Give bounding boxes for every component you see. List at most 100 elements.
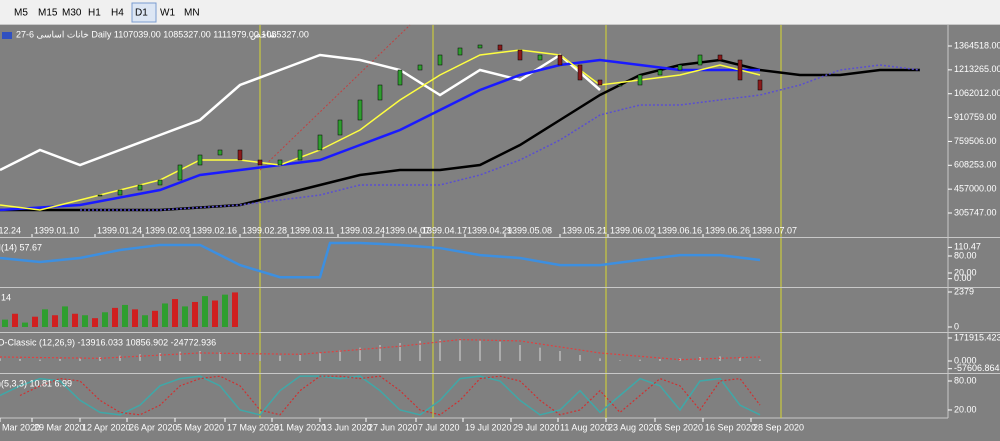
- candle: [678, 65, 682, 70]
- x-tick-label: 1399.06.16: [657, 225, 702, 235]
- candle: [658, 70, 662, 75]
- x-tick-label: 5 May 2020: [177, 422, 224, 432]
- volume-bar: [42, 309, 48, 327]
- x-tick-label: 19 Jul 2020: [465, 422, 512, 432]
- candle: [478, 45, 482, 48]
- x-tick-label: 29 Mar 2020: [34, 422, 85, 432]
- candle: [518, 50, 522, 60]
- candle: [138, 185, 142, 190]
- volume-bar: [202, 296, 208, 327]
- x-tick-label: 11 Aug 2020: [560, 422, 610, 432]
- candle: [358, 100, 362, 120]
- x-tick-label: 1399.04.29: [467, 225, 512, 235]
- timeframe-button[interactable]: H4: [111, 8, 124, 19]
- x-tick-label: 26 Apr 2020: [129, 422, 178, 432]
- volume-bar: [222, 295, 228, 327]
- candle: [538, 55, 542, 60]
- volume-bar: [12, 314, 18, 327]
- y-tick-label: 457000.00: [954, 184, 997, 194]
- x-tick-label: 23 Aug 2020: [608, 422, 659, 432]
- candle: [438, 55, 442, 65]
- symbol-flag: [2, 32, 12, 39]
- x-tick-label: 1399.02.16: [192, 225, 237, 235]
- volume-bar: [232, 292, 238, 327]
- x-tick-label: 17 May 2020: [227, 422, 279, 432]
- y-tick-label: 1364518.00: [954, 40, 1000, 50]
- x-tick-label: 1399.02.28: [242, 225, 287, 235]
- x-tick-label: 27 Jun 2020: [368, 422, 418, 432]
- y-tick-label: -57606.864: [954, 363, 1000, 373]
- timeframe-button[interactable]: D1: [135, 8, 148, 19]
- y-tick-label: 608253.00: [954, 160, 997, 170]
- candle: [578, 65, 582, 80]
- volume-bar: [52, 315, 58, 327]
- volume-bar: [82, 315, 88, 327]
- x-tick-label: 13 Jun 2020: [322, 422, 372, 432]
- y-tick-label: 20.00: [954, 404, 977, 414]
- candle: [318, 135, 322, 150]
- y-tick-label: 759506.00: [954, 136, 997, 146]
- candle: [698, 55, 702, 65]
- candle: [718, 55, 722, 60]
- x-tick-label: 29 Jul 2020: [513, 422, 560, 432]
- candle: [218, 150, 222, 155]
- volume-bar: [212, 301, 218, 327]
- x-tick-label: 31 May 2020: [274, 422, 326, 432]
- x-tick-label: 7 Jul 2020: [418, 422, 460, 432]
- x-tick-label: 16 Sep 2020: [705, 422, 756, 432]
- volume-bar: [72, 314, 78, 327]
- x-tick-label: 1399.02.03: [145, 225, 190, 235]
- y-tick-label: 80.00: [954, 375, 977, 385]
- candle: [258, 160, 262, 165]
- x-tick-label: 12 Apr 2020: [82, 422, 131, 432]
- candle: [598, 80, 602, 85]
- panel-title: RSI(14) 57.67: [0, 242, 42, 252]
- y-tick-label: 0: [954, 321, 959, 331]
- candle: [418, 65, 422, 70]
- volume-bar: [22, 323, 28, 327]
- x-tick-label: 1399.06.26: [705, 225, 750, 235]
- x-tick-label: 1399.01.10: [34, 225, 79, 235]
- candle: [458, 48, 462, 55]
- x-tick-label: 6 Sep 2020: [657, 422, 703, 432]
- x-tick-label: 1399.07.07: [752, 225, 797, 235]
- panel-title: Volumes 14: [0, 292, 11, 302]
- volume-bar: [182, 306, 188, 327]
- y-tick-label: 1213265.00: [954, 64, 1000, 74]
- timeframe-button[interactable]: W1: [160, 8, 175, 19]
- volume-bar: [122, 305, 128, 327]
- y-tick-label: 0.00: [954, 273, 972, 283]
- candle: [498, 45, 502, 50]
- volume-bar: [142, 315, 148, 327]
- volume-bar: [132, 309, 138, 327]
- x-tick-label: 1399.05.08: [507, 225, 552, 235]
- x-tick-label: 1399.01.24: [97, 225, 142, 235]
- timeframe-button[interactable]: H1: [88, 8, 101, 19]
- volume-bar: [62, 306, 68, 327]
- x-tick-label: 1399.05.21: [562, 225, 607, 235]
- panel-title: MACD-Classic (12,26,9) -13916.033 10856.…: [0, 337, 216, 347]
- timeframe-button[interactable]: M30: [62, 8, 82, 19]
- candle: [638, 75, 642, 85]
- y-tick-label: 910759.00: [954, 112, 997, 122]
- candle: [738, 60, 742, 80]
- volume-bar: [172, 299, 178, 327]
- candle: [338, 120, 342, 135]
- timeframe-button[interactable]: MN: [184, 8, 200, 19]
- y-tick-label: 1062012.00: [954, 88, 1000, 98]
- timeframe-button[interactable]: M5: [14, 8, 28, 19]
- x-tick-label: 28 Sep 2020: [753, 422, 804, 432]
- timeframe-button[interactable]: M15: [38, 8, 58, 19]
- candle: [178, 165, 182, 180]
- candle: [198, 155, 202, 165]
- volume-bar: [102, 312, 108, 327]
- candle: [758, 80, 762, 90]
- volume-bar: [152, 311, 158, 327]
- y-tick-label: 171915.423: [954, 332, 1000, 342]
- volume-bar: [92, 318, 98, 327]
- panel-title: Stoch(5,3,3) 10.81 6.99: [0, 378, 72, 388]
- volume-bar: [32, 317, 38, 327]
- volume-bar: [192, 302, 198, 327]
- x-tick-label: 1398.12.24: [0, 225, 21, 235]
